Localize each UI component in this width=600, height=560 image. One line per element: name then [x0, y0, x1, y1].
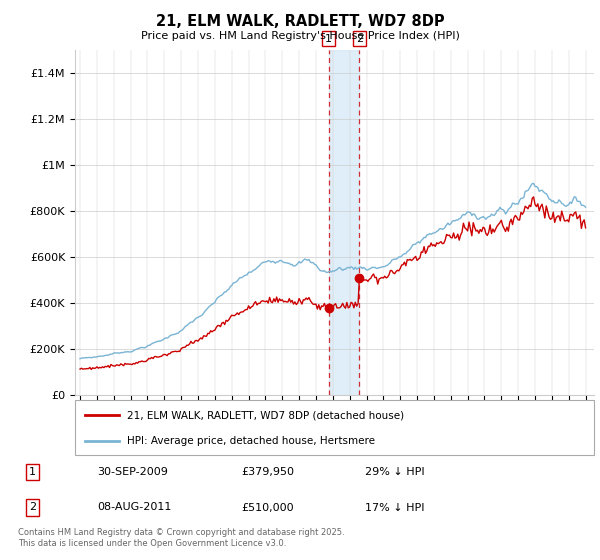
- Text: 2: 2: [356, 34, 363, 44]
- Text: Price paid vs. HM Land Registry's House Price Index (HPI): Price paid vs. HM Land Registry's House …: [140, 31, 460, 41]
- Text: 2: 2: [29, 502, 36, 512]
- Text: 08-AUG-2011: 08-AUG-2011: [97, 502, 172, 512]
- Text: HPI: Average price, detached house, Hertsmere: HPI: Average price, detached house, Hert…: [127, 436, 375, 446]
- Text: £379,950: £379,950: [241, 467, 294, 477]
- Text: 30-SEP-2009: 30-SEP-2009: [97, 467, 168, 477]
- Text: 21, ELM WALK, RADLETT, WD7 8DP (detached house): 21, ELM WALK, RADLETT, WD7 8DP (detached…: [127, 410, 404, 420]
- Text: 17% ↓ HPI: 17% ↓ HPI: [365, 502, 424, 512]
- Text: 29% ↓ HPI: 29% ↓ HPI: [365, 467, 424, 477]
- Bar: [329, 50, 359, 395]
- Text: Contains HM Land Registry data © Crown copyright and database right 2025.
This d: Contains HM Land Registry data © Crown c…: [18, 528, 344, 548]
- Text: 21, ELM WALK, RADLETT, WD7 8DP: 21, ELM WALK, RADLETT, WD7 8DP: [155, 14, 445, 29]
- Text: 1: 1: [29, 467, 36, 477]
- FancyBboxPatch shape: [75, 400, 594, 455]
- Text: 1: 1: [325, 34, 332, 44]
- Text: £510,000: £510,000: [241, 502, 294, 512]
